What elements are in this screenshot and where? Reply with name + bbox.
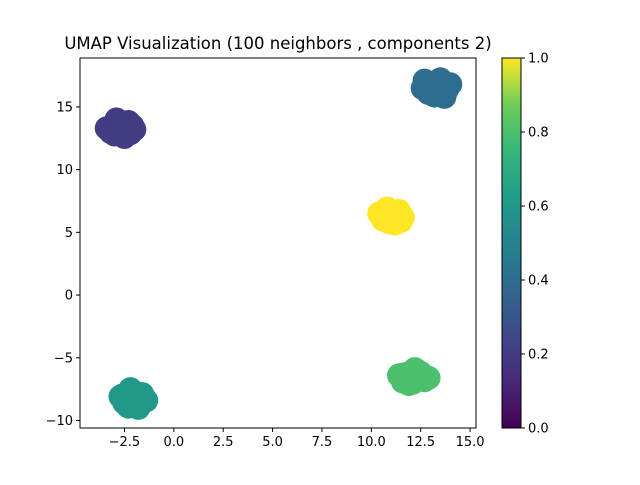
cluster-4-point [388, 209, 413, 234]
x-tick-label: 15.0 [456, 435, 485, 450]
colorbar [501, 57, 522, 429]
plot-frame [79, 57, 477, 429]
scatter-points [94, 67, 463, 420]
y-axis: −10 −5 0 5 10 15 [46, 100, 80, 429]
y-tick-label: 15 [56, 100, 73, 115]
x-tick-label: 5.0 [262, 435, 283, 450]
colorbar-tick-label: 0.6 [528, 200, 549, 215]
x-tick-label: 12.5 [406, 435, 435, 450]
colorbar-tick-label: 0.0 [528, 422, 549, 437]
cluster-1-point [412, 68, 437, 93]
colorbar-tick-label: 0.8 [528, 126, 549, 141]
x-tick-label: 2.5 [213, 435, 234, 450]
y-tick-label: 10 [56, 163, 73, 178]
colorbar-axis: 0.0 0.2 0.4 0.6 0.8 1.0 [521, 52, 549, 437]
colorbar-tick-label: 0.4 [528, 274, 549, 289]
x-tick-label: −2.5 [109, 435, 141, 450]
y-tick-label: 5 [65, 226, 73, 241]
x-axis: −2.5 0.0 2.5 5.0 7.5 10.0 12.5 15.0 [109, 428, 485, 450]
y-tick-label: −10 [46, 414, 73, 429]
x-tick-label: 0.0 [163, 435, 184, 450]
cluster-2-point [124, 380, 149, 405]
chart-title: UMAP Visualization (100 neighbors , comp… [64, 34, 491, 53]
cluster-0-point [106, 118, 131, 143]
y-tick-label: 0 [65, 289, 73, 304]
cluster-3-point [410, 367, 435, 392]
colorbar-tick-label: 1.0 [528, 52, 549, 67]
x-tick-label: 7.5 [312, 435, 333, 450]
colorbar-tick-label: 0.2 [528, 348, 549, 363]
x-tick-label: 10.0 [357, 435, 386, 450]
y-tick-label: −5 [54, 351, 73, 366]
